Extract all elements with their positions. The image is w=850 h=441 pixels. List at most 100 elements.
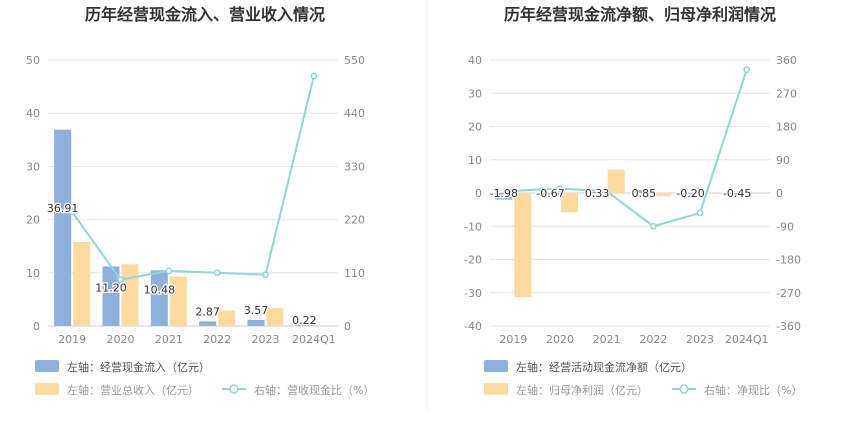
ratio-line-point bbox=[165, 267, 173, 275]
ratio-line-point bbox=[262, 271, 269, 279]
right-axis-tick-label: 180 bbox=[776, 121, 797, 134]
right-axis-tick-label: 220 bbox=[344, 214, 365, 227]
bar-data-label: 2.87 bbox=[195, 305, 220, 318]
legend-label: 右轴：净现比（%） bbox=[704, 383, 802, 397]
x-axis-tick-label: 2021 bbox=[593, 333, 621, 346]
bar-data-label: -1.98 bbox=[490, 187, 518, 200]
bar-data-label: 0.85 bbox=[632, 187, 657, 200]
x-axis-tick-label: 2019 bbox=[499, 333, 527, 346]
left-axis-tick-label: 20 bbox=[26, 214, 40, 227]
left-axis-tick-label: 10 bbox=[468, 154, 482, 167]
primary-bar bbox=[682, 193, 699, 194]
legend-swatch bbox=[35, 383, 59, 395]
chart-panel-cash-inflow-revenue: 历年经营现金流入、营业收入情况 0 10 20 30 40 50 0 110 220 330 440 5… bbox=[26, 5, 374, 397]
ratio-line bbox=[513, 69, 748, 228]
legend-line-marker bbox=[679, 384, 689, 394]
legend-swatch bbox=[484, 360, 508, 372]
ratio-line-point bbox=[68, 208, 76, 216]
left-axis-tick-label: 40 bbox=[468, 54, 482, 67]
x-axis-tick-label: 2019 bbox=[58, 333, 86, 346]
legend-swatch bbox=[484, 383, 508, 395]
bar-data-label: 0.22 bbox=[292, 314, 317, 327]
primary-bar bbox=[542, 193, 559, 196]
bar-data-label: -0.45 bbox=[723, 187, 751, 200]
left-axis-tick-label: 0 bbox=[33, 320, 40, 333]
bar-data-label: 3.57 bbox=[244, 304, 269, 317]
primary-bar bbox=[247, 319, 265, 326]
primary-bar bbox=[295, 324, 313, 326]
ratio-line-point bbox=[603, 187, 611, 195]
right-axis-tick-label: -360 bbox=[776, 320, 801, 333]
ratio-line-point bbox=[649, 222, 657, 230]
secondary-bar bbox=[218, 310, 236, 326]
right-axis-tick-label: -180 bbox=[776, 254, 801, 267]
ratio-line-point bbox=[509, 187, 517, 195]
ratio-line-point bbox=[743, 66, 751, 73]
left-axis-tick-label: 10 bbox=[26, 267, 40, 280]
bar-data-label: -0.67 bbox=[536, 187, 564, 200]
bar-data-label: 36.91 bbox=[47, 202, 79, 215]
legend-label: 右轴：营收现金比（%） bbox=[254, 383, 374, 397]
primary-bar bbox=[588, 191, 606, 193]
legend-label: 左轴：营业总收入（亿元） bbox=[67, 383, 199, 397]
primary-bar bbox=[635, 190, 653, 193]
secondary-bar bbox=[654, 193, 672, 197]
x-axis-tick-label: 2021 bbox=[155, 333, 183, 346]
left-axis-tick-label: -30 bbox=[464, 287, 482, 300]
ratio-line-point bbox=[213, 269, 221, 277]
ratio-line-point bbox=[696, 209, 704, 217]
legend-label: 左轴：归母净利润（亿元） bbox=[516, 383, 648, 397]
right-axis-tick-label: 0 bbox=[344, 320, 351, 333]
primary-bar bbox=[54, 129, 72, 326]
right-axis-tick-label: -270 bbox=[776, 287, 801, 300]
x-axis-tick-label: 2023 bbox=[252, 333, 280, 346]
left-axis-tick-label: -20 bbox=[464, 254, 482, 267]
chart-title: 历年经营现金流入、营业收入情况 bbox=[85, 5, 325, 24]
ratio-line-point bbox=[310, 72, 318, 80]
ratio-line-point bbox=[117, 276, 124, 283]
right-axis-tick-label: 270 bbox=[776, 87, 797, 100]
secondary-bar bbox=[701, 193, 718, 194]
chart-title: 历年经营现金流净额、归母净利润情况 bbox=[504, 5, 776, 24]
bar-data-label: -0.20 bbox=[676, 187, 704, 200]
bar-data-label: 10.48 bbox=[144, 284, 176, 297]
x-axis-tick-label: 2024Q1 bbox=[292, 333, 336, 346]
right-axis-tick-label: -90 bbox=[776, 220, 794, 233]
ratio-line bbox=[71, 75, 315, 281]
secondary-bar bbox=[121, 264, 139, 326]
primary-bar bbox=[102, 266, 120, 326]
legend-label: 左轴：经营现金流入（亿元） bbox=[67, 360, 210, 374]
left-axis-tick-label: 20 bbox=[468, 121, 482, 134]
x-axis-tick-label: 2020 bbox=[546, 333, 574, 346]
left-axis-tick-label: 50 bbox=[26, 54, 40, 67]
x-axis-tick-label: 2020 bbox=[107, 333, 135, 346]
bar-data-label: 11.20 bbox=[95, 281, 127, 294]
right-axis-tick-label: 440 bbox=[344, 107, 365, 120]
legend-label: 左轴：经营活动现金流净额（亿元） bbox=[516, 360, 692, 374]
x-axis-tick-label: 2022 bbox=[639, 333, 667, 346]
right-axis-tick-label: 0 bbox=[776, 187, 783, 200]
secondary-bar bbox=[514, 193, 532, 298]
left-axis-tick-label: 30 bbox=[26, 160, 40, 173]
right-axis-tick-label: 330 bbox=[344, 160, 365, 173]
ratio-line-point bbox=[556, 185, 564, 192]
right-axis-tick-label: 550 bbox=[344, 54, 365, 67]
x-axis-tick-label: 2022 bbox=[203, 333, 231, 346]
x-axis-tick-label: 2024Q1 bbox=[725, 333, 769, 346]
left-axis-tick-label: -40 bbox=[464, 320, 482, 333]
primary-bar bbox=[199, 321, 217, 326]
chart-panel-net-cash-profit: 历年经营现金流净额、归母净利润情况 -40 -30 -20 -10 0 10 20 30 40 -3… bbox=[464, 5, 802, 397]
left-axis-tick-label: 0 bbox=[475, 187, 482, 200]
left-axis-tick-label: 30 bbox=[468, 87, 482, 100]
secondary-bar bbox=[266, 307, 284, 326]
right-axis-tick-label: 360 bbox=[776, 54, 797, 67]
x-axis-tick-label: 2023 bbox=[686, 333, 714, 346]
left-axis-tick-label: 40 bbox=[26, 107, 40, 120]
right-axis-tick-label: 110 bbox=[344, 267, 365, 280]
legend-line-marker bbox=[229, 384, 239, 394]
secondary-bar bbox=[561, 193, 578, 213]
secondary-bar bbox=[169, 276, 187, 326]
legend-swatch bbox=[35, 360, 59, 372]
